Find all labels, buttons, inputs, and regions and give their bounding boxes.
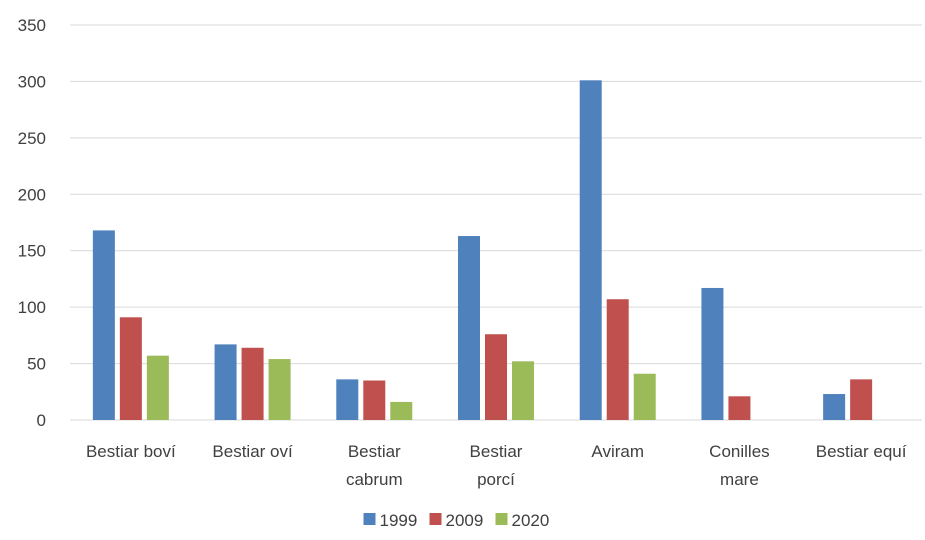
x-category-label-line: Bestiar equí <box>816 442 907 461</box>
y-axis: 0 50 100 150 200 250 300 350 <box>18 16 46 430</box>
bar-2009-2 <box>363 380 386 420</box>
bar-2020-4 <box>633 373 656 420</box>
legend-swatch-1999 <box>363 513 376 525</box>
bar-2009-5 <box>728 396 751 420</box>
legend-swatch-2020 <box>495 513 508 525</box>
bar-2020-1 <box>268 359 291 420</box>
bar-2009-1 <box>241 347 264 420</box>
y-tick-label: 0 <box>37 411 46 430</box>
y-tick-label: 350 <box>18 16 46 35</box>
bar-1999-0 <box>92 230 115 420</box>
y-tick-label: 300 <box>18 72 46 91</box>
x-category-label-line: Aviram <box>591 442 644 461</box>
x-category-label-line: Bestiar <box>348 442 401 461</box>
x-category-label: Aviram <box>591 442 644 461</box>
x-category-label-line: Bestiar <box>470 442 523 461</box>
x-category-label-line: mare <box>720 470 759 489</box>
bar-2020-0 <box>146 355 169 420</box>
bar-1999-4 <box>579 80 602 421</box>
x-category-label-line: porcí <box>477 470 515 489</box>
bar-2009-6 <box>850 379 873 420</box>
x-category-label: Bestiar porcí <box>470 442 523 489</box>
y-tick-label: 50 <box>27 355 46 374</box>
x-category-label: Conilles mare <box>709 442 769 489</box>
x-axis: Bestiar boví Bestiar oví Bestiar cabrumBest… <box>86 442 907 489</box>
legend-label: 1999 <box>380 511 418 530</box>
bar-1999-5 <box>701 287 724 420</box>
x-category-label: Bestiar boví <box>86 442 176 461</box>
bar-1999-2 <box>336 379 359 420</box>
y-tick-label: 150 <box>18 242 46 261</box>
bars <box>92 80 873 421</box>
y-tick-label: 100 <box>18 298 46 317</box>
x-category-label-line: Bestiar boví <box>86 442 176 461</box>
x-category-label-line: Bestiar oví <box>212 442 293 461</box>
x-category-label: Bestiar equí <box>816 442 907 461</box>
x-category-label-line: cabrum <box>346 470 403 489</box>
legend-label: 2020 <box>512 511 550 530</box>
legend-label: 2009 <box>446 511 484 530</box>
bar-1999-6 <box>823 394 846 420</box>
bar-2009-3 <box>485 334 507 420</box>
gridlines <box>70 24 922 421</box>
bar-2009-0 <box>119 317 142 420</box>
y-tick-label: 250 <box>18 129 46 148</box>
x-category-label: Bestiar oví <box>212 442 293 461</box>
bar-2020-3 <box>512 361 534 420</box>
x-category-label: Bestiar cabrum <box>346 442 403 489</box>
bar-1999-3 <box>458 236 480 420</box>
legend: 1999 2009 2020 <box>363 511 550 530</box>
bar-2020-2 <box>390 401 413 420</box>
y-tick-label: 200 <box>18 185 46 204</box>
bar-2009-4 <box>606 299 629 420</box>
legend-swatch-2009 <box>429 513 442 525</box>
bar-1999-1 <box>214 344 237 420</box>
x-category-label-line: Conilles <box>709 442 769 461</box>
